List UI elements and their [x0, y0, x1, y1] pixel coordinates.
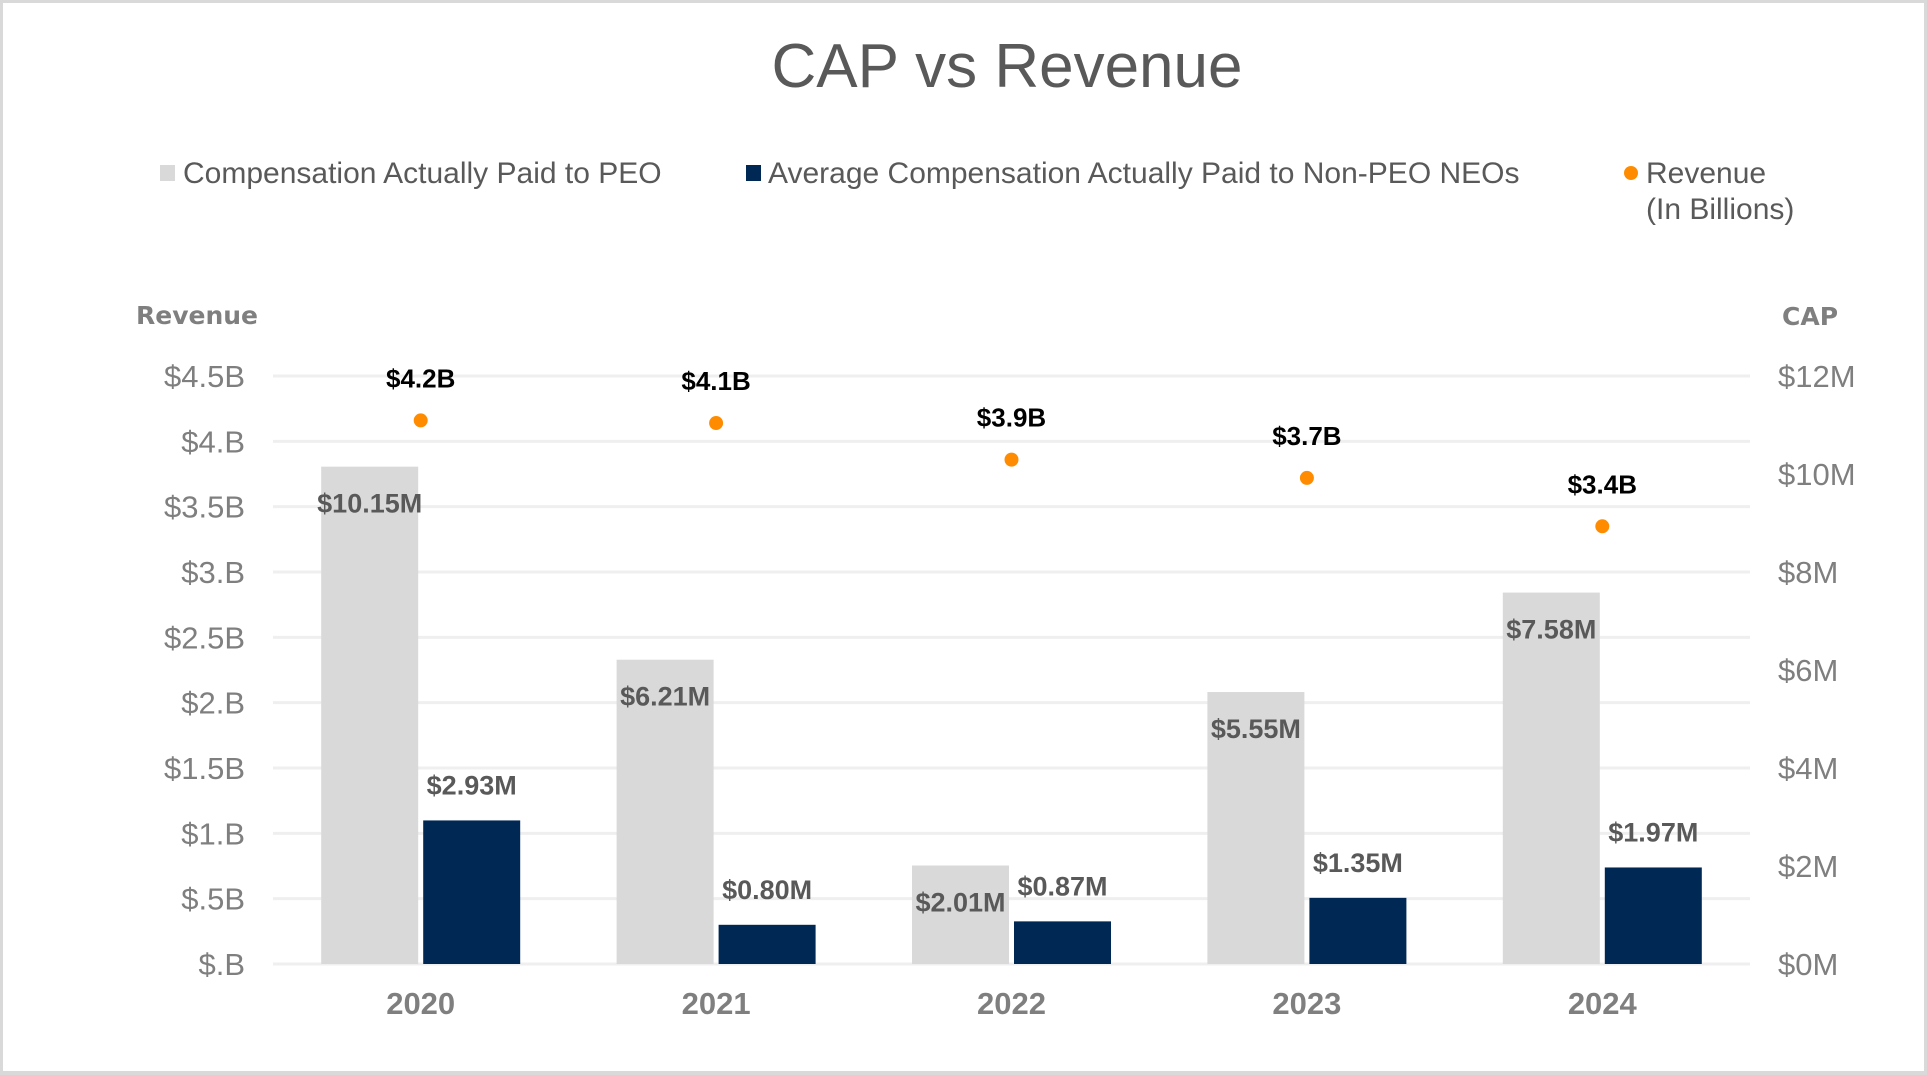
bar-label-non-peo-2021: $0.80M	[722, 875, 812, 905]
revenue-point-2020[interactable]	[413, 413, 428, 428]
bar-label-peo-2024: $7.58M	[1506, 615, 1596, 645]
bar-label-peo-2021: $6.21M	[620, 682, 710, 712]
revenue-point-2023[interactable]	[1299, 470, 1314, 485]
bar-label-non-peo-2024: $1.97M	[1608, 817, 1698, 847]
right-axis-ticks: $0M $2M $4M $6M $8M $10M $12M	[1778, 359, 1856, 982]
right-tick-label: $8M	[1778, 555, 1838, 590]
bar-non-peo-2023[interactable]	[1309, 897, 1407, 964]
bar-label-peo-2023: $5.55M	[1211, 714, 1301, 744]
left-axis-title: Revenue	[136, 301, 258, 330]
revenue-label-2020: $4.2B	[386, 363, 455, 393]
legend-item-peo[interactable]: Compensation Actually Paid to PEO	[160, 157, 662, 190]
left-axis-ticks: $.B $.5B $1.B $1.5B $2.B $2.5B $3.B $3.5B $4.B $4…	[164, 359, 245, 982]
bar-label-non-peo-2022: $0.87M	[1017, 871, 1107, 901]
bar-label-non-peo-2023: $1.35M	[1313, 848, 1403, 878]
revenue-point-2022[interactable]	[1004, 452, 1019, 467]
legend-swatch-peo	[160, 165, 175, 181]
right-tick-label: $10M	[1778, 457, 1856, 492]
bar-non-peo-2020[interactable]	[423, 820, 521, 964]
bar-peo-2022[interactable]	[912, 865, 1009, 964]
legend-item-revenue[interactable]: Revenue (In Billions)	[1624, 157, 1794, 226]
x-label-2020: 2020	[386, 986, 455, 1021]
right-tick-label: $6M	[1778, 653, 1838, 688]
left-tick-label: $3.5B	[164, 490, 245, 525]
bars-non-peo-series	[423, 820, 1702, 964]
legend-swatch-non-peo	[746, 165, 761, 181]
bar-peo-2021[interactable]	[616, 659, 714, 964]
bar-label-peo-2020: $10.15M	[317, 489, 422, 519]
right-tick-label: $2M	[1778, 849, 1838, 884]
bar-peo-2024[interactable]	[1502, 592, 1600, 964]
revenue-point-2024[interactable]	[1595, 519, 1610, 534]
left-tick-label: $1.5B	[164, 751, 245, 786]
bar-peo-2023[interactable]	[1207, 692, 1305, 964]
bar-data-labels: $10.15M $2.93M $6.21M $0.80M $2.01M $0.87M $5.…	[317, 489, 1698, 918]
right-axis-title: CAP	[1782, 302, 1838, 331]
legend-label-revenue-line1: Revenue	[1646, 157, 1766, 190]
legend-item-non-peo[interactable]: Average Compensation Actually Paid to No…	[746, 157, 1520, 190]
left-tick-label: $2.B	[181, 686, 245, 721]
left-tick-label: $3.B	[181, 555, 245, 590]
x-label-2024: 2024	[1568, 986, 1638, 1021]
legend-label-non-peo: Average Compensation Actually Paid to No…	[768, 157, 1520, 190]
bar-peo-2020[interactable]	[321, 466, 419, 964]
bar-non-peo-2021[interactable]	[718, 924, 816, 964]
left-tick-label: $.B	[198, 947, 245, 982]
bars-peo-series	[321, 466, 1600, 964]
left-tick-label: $4.5B	[164, 359, 245, 394]
x-label-2023: 2023	[1272, 986, 1341, 1021]
bar-non-peo-2022[interactable]	[1014, 921, 1111, 964]
revenue-label-2022: $3.9B	[977, 403, 1046, 433]
x-label-2021: 2021	[682, 986, 751, 1021]
revenue-label-2024: $3.4B	[1568, 469, 1637, 499]
right-tick-label: $4M	[1778, 751, 1838, 786]
x-axis-labels: 2020 2021 2022 2023 2024	[386, 986, 1637, 1021]
revenue-data-labels: $4.2B $4.1B $3.9B $3.7B $3.4B	[386, 363, 1637, 499]
left-tick-label: $4.B	[181, 424, 245, 459]
legend-label-peo: Compensation Actually Paid to PEO	[183, 157, 662, 190]
legend-label-revenue-line2: (In Billions)	[1646, 193, 1794, 226]
right-tick-label: $12M	[1778, 359, 1856, 394]
right-tick-label: $0M	[1778, 947, 1838, 982]
left-tick-label: $2.5B	[164, 620, 245, 655]
bar-label-non-peo-2020: $2.93M	[427, 770, 517, 800]
chart-title: CAP vs Revenue	[772, 32, 1243, 101]
left-tick-label: $.5B	[181, 882, 245, 917]
revenue-label-2021: $4.1B	[681, 366, 750, 396]
legend: Compensation Actually Paid to PEO Averag…	[160, 157, 1794, 226]
bar-non-peo-2024[interactable]	[1604, 867, 1702, 964]
revenue-points	[413, 413, 1610, 534]
legend-swatch-revenue	[1624, 166, 1638, 180]
left-tick-label: $1.B	[181, 816, 245, 851]
revenue-point-2021[interactable]	[709, 416, 724, 431]
x-label-2022: 2022	[977, 986, 1046, 1021]
revenue-label-2023: $3.7B	[1272, 421, 1341, 451]
bar-label-peo-2022: $2.01M	[915, 888, 1005, 918]
